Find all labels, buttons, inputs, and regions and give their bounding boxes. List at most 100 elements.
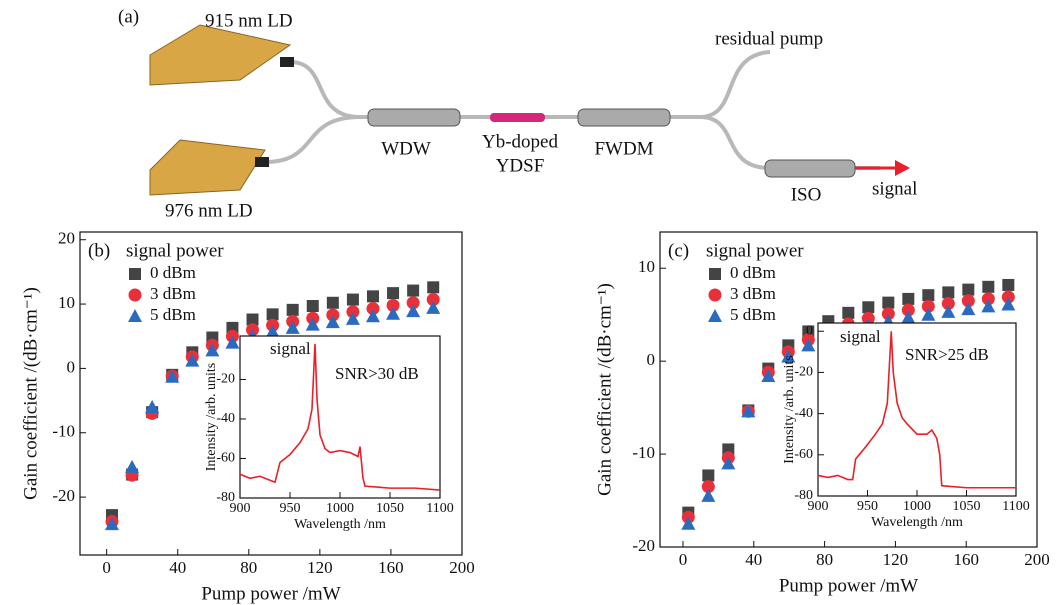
y-tick-label: 10 <box>638 257 655 276</box>
data-point <box>942 286 955 299</box>
y-axis-label: Intensity /arb. units <box>204 363 219 472</box>
x-tick-label: 1000 <box>326 501 354 516</box>
data-point <box>346 293 359 306</box>
data-point <box>387 287 400 300</box>
data-point <box>702 469 715 482</box>
y-axis-label: Gain coefficient /(dB·cm⁻¹) <box>594 283 615 496</box>
data-point <box>962 283 975 296</box>
component-label: FWDM <box>594 138 653 159</box>
component-label: residual pump <box>715 28 823 49</box>
data-point <box>961 302 976 316</box>
component-label: ISO <box>791 184 822 205</box>
data-point <box>1002 278 1015 291</box>
x-tick-label: 160 <box>953 550 979 569</box>
x-tick-label: 120 <box>883 550 909 569</box>
data-point <box>386 306 401 320</box>
data-point <box>881 307 895 321</box>
ld-port <box>255 157 269 167</box>
data-point <box>1001 297 1016 311</box>
data-point <box>941 297 955 311</box>
data-point <box>426 300 441 314</box>
y-tick-label: 0 <box>67 357 76 376</box>
legend-marker <box>128 288 142 302</box>
x-tick-label: 80 <box>816 550 833 569</box>
y-axis-label: Intensity /arb. units <box>782 355 797 464</box>
y-tick-label: -10 <box>52 422 75 441</box>
data-point <box>842 306 855 319</box>
data-point <box>921 299 935 313</box>
y-tick-label: 0 <box>806 323 813 338</box>
data-point <box>366 302 380 316</box>
data-point <box>326 308 340 322</box>
y-tick-label: -20 <box>216 372 235 387</box>
x-tick-label: 900 <box>230 501 251 516</box>
data-point <box>901 310 916 324</box>
data-point <box>721 456 736 470</box>
spectrum-line <box>239 343 441 491</box>
x-tick-label: 120 <box>307 558 333 577</box>
y-tick-label: -20 <box>632 536 655 555</box>
laser-diode <box>149 139 266 196</box>
x-tick-label: 900 <box>808 499 829 514</box>
data-point <box>901 303 915 317</box>
data-point <box>982 280 995 293</box>
data-point <box>266 308 279 321</box>
data-point <box>125 459 140 473</box>
y-tick-label: 10 <box>58 293 75 312</box>
data-point <box>165 369 180 383</box>
data-point <box>104 517 119 531</box>
data-point <box>326 296 339 309</box>
x-tick-label: 80 <box>240 558 257 577</box>
y-axis-label: Gain coefficient /(dB·cm⁻¹) <box>20 287 41 500</box>
data-point <box>246 313 259 326</box>
y-tick-label: 20 <box>58 229 75 248</box>
legend-title: signal power <box>706 240 804 261</box>
data-point <box>325 315 340 329</box>
legend-marker <box>129 268 141 280</box>
data-point <box>365 309 380 323</box>
data-point <box>701 480 715 494</box>
x-tick-label: 1050 <box>376 501 404 516</box>
data-point <box>185 353 200 367</box>
legend-label: 3 dBm <box>150 284 196 303</box>
x-tick-label: 200 <box>1024 550 1050 569</box>
x-tick-label: 950 <box>280 501 301 516</box>
data-point <box>225 335 240 349</box>
arrow-head <box>895 160 910 176</box>
data-point <box>345 311 360 325</box>
data-point <box>701 488 716 502</box>
x-axis-label: Pump power /mW <box>779 575 918 596</box>
data-point <box>981 299 996 313</box>
y-tick-label: -20 <box>52 486 75 505</box>
legend-label: 0 dBm <box>730 263 776 282</box>
data-point <box>427 281 440 294</box>
data-point <box>961 294 975 308</box>
component-label: 915 nm LD <box>205 10 293 31</box>
x-axis-label: Wavelength /nm <box>294 517 386 532</box>
data-point <box>862 301 875 314</box>
fiber <box>699 115 880 170</box>
x-tick-label: 1000 <box>903 499 931 514</box>
data-point <box>285 320 300 334</box>
y-tick-label: -60 <box>216 451 235 466</box>
x-tick-label: 40 <box>745 550 762 569</box>
data-point <box>981 292 995 306</box>
y-tick-label: -40 <box>216 411 235 426</box>
panel-label: (c) <box>668 240 689 261</box>
data-point <box>145 400 160 414</box>
data-point <box>941 304 956 318</box>
data-point <box>286 303 299 316</box>
y-tick-label: -60 <box>794 447 813 462</box>
y-tick-label: -80 <box>216 490 235 505</box>
data-point <box>366 290 379 303</box>
y-tick-label: 0 <box>647 350 656 369</box>
wdm-coupler <box>367 108 461 127</box>
legend-label: 3 dBm <box>730 284 776 303</box>
data-point <box>801 338 816 352</box>
x-tick-label: 1100 <box>1002 499 1029 514</box>
x-axis-label: Wavelength /nm <box>871 515 963 530</box>
x-tick-label: 0 <box>679 550 688 569</box>
data-point <box>407 284 420 297</box>
data-point <box>861 311 875 325</box>
